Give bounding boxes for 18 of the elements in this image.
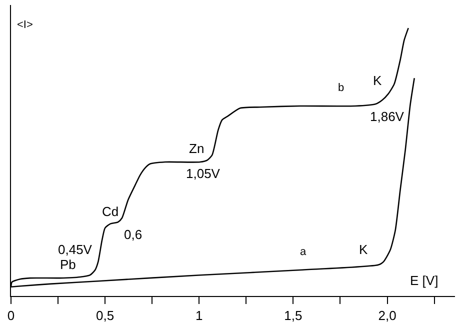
annotation: Cd [102,204,119,219]
x-tick-label: 1,5 [284,308,302,323]
x-tick-label: 0 [7,308,15,323]
annotation: Zn [189,141,204,156]
y-axis-title: <I> [17,19,33,31]
x-axis-title: E [V] [410,273,438,288]
annotation: Pb [60,257,76,272]
annotation: 0,6 [124,227,142,242]
annotation: 1,05V [186,166,220,181]
x-tick-label: 1 [196,308,203,323]
annotation: K [359,242,368,257]
series-label: b [338,82,344,94]
annotation: K [373,73,382,88]
annotation: 1,86V [370,109,404,124]
x-tick-label: 0,5 [96,308,114,323]
annotation: 0,45V [58,242,92,257]
x-tick-label: 2,0 [378,308,396,323]
series-label: a [300,246,307,258]
